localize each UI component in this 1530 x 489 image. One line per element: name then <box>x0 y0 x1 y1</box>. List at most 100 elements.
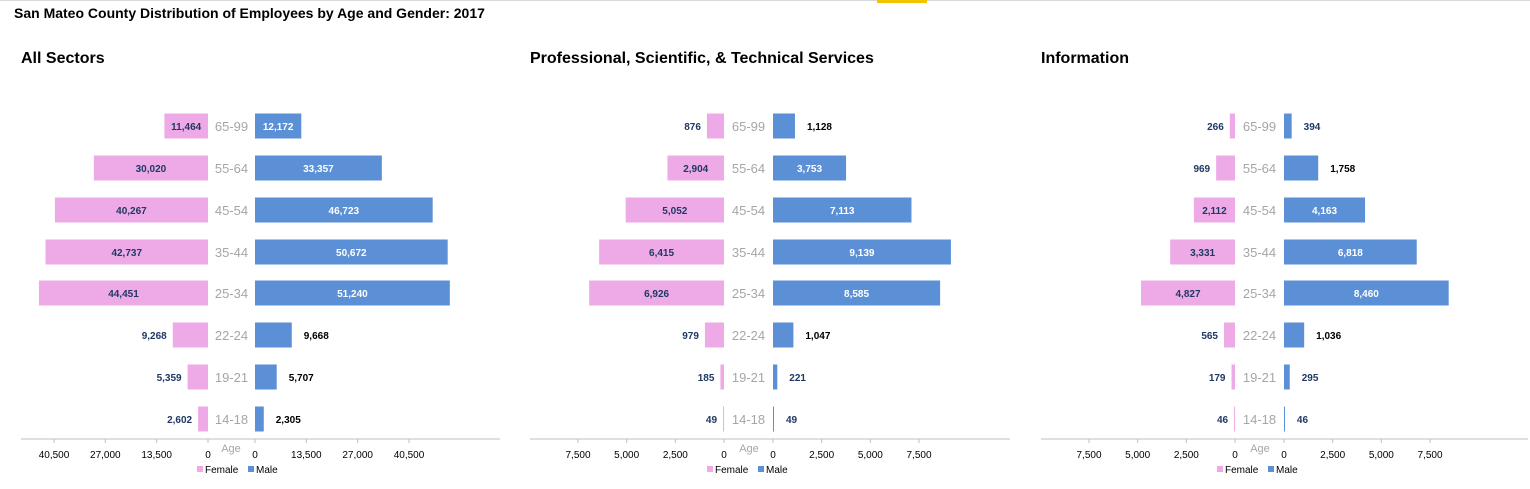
female-data-label: 2,112 <box>1202 206 1227 217</box>
age-label: 19-21 <box>215 370 248 385</box>
female-bar <box>1234 406 1236 432</box>
male-tick-label: 2,500 <box>1320 450 1345 461</box>
male-bar <box>773 197 912 223</box>
male-tick-label: 0 <box>252 450 258 461</box>
male-bar <box>773 322 794 348</box>
age-axis-label: Age <box>739 443 759 455</box>
female-tick-label: 0 <box>1232 450 1238 461</box>
male-bar <box>1284 406 1285 432</box>
male-data-label: 394 <box>1304 122 1321 133</box>
female-bar <box>1141 280 1235 306</box>
male-bar <box>773 280 941 306</box>
female-bar <box>706 113 724 139</box>
legend-female-label: Female <box>1225 465 1259 476</box>
male-bar <box>255 197 433 223</box>
male-bar <box>255 113 302 139</box>
male-data-label: 8,460 <box>1354 289 1379 300</box>
age-label: 25-34 <box>1243 286 1276 301</box>
age-label: 19-21 <box>732 370 765 385</box>
female-tick-label: 7,500 <box>565 450 590 461</box>
female-bar <box>625 197 724 223</box>
female-bar <box>720 364 724 390</box>
male-bar <box>1284 197 1366 223</box>
female-tick-label: 13,500 <box>141 450 172 461</box>
female-data-label: 179 <box>1209 373 1226 384</box>
male-bar <box>773 113 795 139</box>
age-label: 14-18 <box>215 412 248 427</box>
male-tick-label: 0 <box>770 450 776 461</box>
male-bar <box>255 364 277 390</box>
top-border <box>0 0 1530 1</box>
male-bar <box>1284 155 1319 181</box>
male-tick-label: 2,500 <box>809 450 834 461</box>
legend-female-label: Female <box>205 465 239 476</box>
male-data-label: 2,305 <box>276 415 301 426</box>
male-bar <box>255 155 382 181</box>
female-bar <box>187 364 208 390</box>
legend-male-swatch <box>758 466 764 472</box>
male-data-label: 1,128 <box>807 122 832 133</box>
age-label: 35-44 <box>1243 245 1276 260</box>
female-data-label: 266 <box>1207 122 1224 133</box>
age-label: 14-18 <box>1243 412 1276 427</box>
chart-title: All Sectors <box>21 50 105 67</box>
age-label: 55-64 <box>732 161 765 176</box>
male-bar <box>773 364 778 390</box>
male-data-label: 46 <box>1297 415 1309 426</box>
male-data-label: 46,723 <box>329 206 360 217</box>
male-data-label: 1,047 <box>805 331 830 342</box>
male-bar <box>255 406 264 432</box>
chart-title: Information <box>1041 50 1129 67</box>
legend-male-swatch <box>248 466 254 472</box>
age-label: 14-18 <box>732 412 765 427</box>
male-data-label: 221 <box>789 373 806 384</box>
male-data-label: 50,672 <box>336 248 367 259</box>
male-data-label: 6,818 <box>1338 248 1363 259</box>
female-bar <box>1231 364 1235 390</box>
female-bar <box>599 239 724 265</box>
legend-male-label: Male <box>256 465 278 476</box>
female-tick-label: 5,000 <box>1125 450 1150 461</box>
female-bar <box>667 155 724 181</box>
female-bar <box>589 280 724 306</box>
female-tick-label: 2,500 <box>663 450 688 461</box>
age-label: 35-44 <box>215 245 248 260</box>
female-tick-label: 7,500 <box>1076 450 1101 461</box>
chart-title: Professional, Scientific, & Technical Se… <box>530 50 874 67</box>
female-bar <box>93 155 208 181</box>
age-label: 25-34 <box>215 286 248 301</box>
female-tick-label: 0 <box>721 450 727 461</box>
male-data-label: 4,163 <box>1312 206 1337 217</box>
female-tick-label: 27,000 <box>90 450 121 461</box>
female-bar <box>723 406 725 432</box>
female-data-label: 42,737 <box>111 248 142 259</box>
male-data-label: 7,113 <box>830 206 855 217</box>
age-label: 45-54 <box>215 203 248 218</box>
male-bar <box>773 155 847 181</box>
male-data-label: 3,753 <box>797 164 822 175</box>
male-bar <box>773 406 774 432</box>
age-label: 22-24 <box>1243 328 1276 343</box>
male-tick-label: 5,000 <box>858 450 883 461</box>
male-data-label: 51,240 <box>337 289 368 300</box>
male-data-label: 1,758 <box>1330 164 1355 175</box>
female-bar <box>1224 322 1235 348</box>
legend-female-swatch <box>707 466 713 472</box>
female-data-label: 3,331 <box>1190 248 1215 259</box>
female-bar <box>172 322 208 348</box>
male-tick-label: 0 <box>1281 450 1287 461</box>
male-tick-label: 7,500 <box>1417 450 1442 461</box>
age-label: 55-64 <box>1243 161 1276 176</box>
female-data-label: 969 <box>1193 164 1210 175</box>
age-label: 65-99 <box>1243 119 1276 134</box>
age-label: 35-44 <box>732 245 765 260</box>
age-label: 65-99 <box>732 119 765 134</box>
male-tick-label: 5,000 <box>1369 450 1394 461</box>
legend-female-swatch <box>197 466 203 472</box>
male-data-label: 9,139 <box>849 248 874 259</box>
female-bar <box>38 280 209 306</box>
male-bar <box>773 239 951 265</box>
age-axis-label: Age <box>221 443 241 455</box>
male-data-label: 49 <box>786 415 798 426</box>
